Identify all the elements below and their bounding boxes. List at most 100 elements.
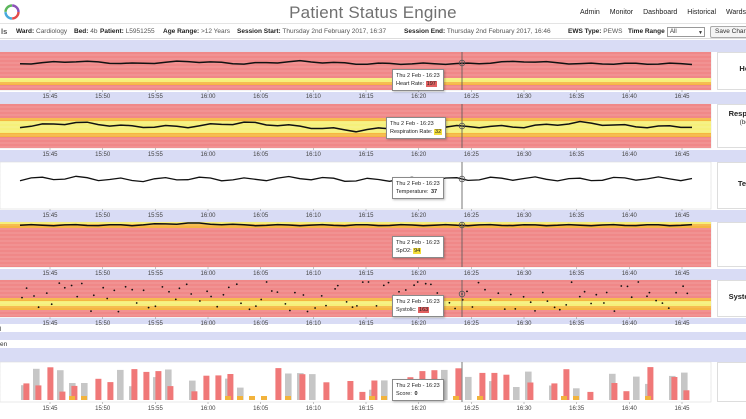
tooltip-reading: SpO2: 94	[396, 247, 440, 255]
score-bar-red	[527, 382, 534, 400]
score-bar-orange	[261, 396, 267, 400]
systolic-point	[675, 291, 677, 294]
time-tick-label: 16:10	[306, 271, 322, 277]
score-bar-gray	[189, 380, 196, 400]
hover-tooltip: Thu 2 Feb - 16:23 SpO2: 94	[392, 236, 444, 258]
score-bar-red	[143, 371, 150, 400]
ews-info: EWS Type: PEWS	[568, 28, 623, 35]
range-band	[0, 78, 711, 82]
time-tick-label: 16:05	[253, 406, 269, 412]
plot-area	[0, 161, 712, 210]
hover-tooltip: Thu 2 Feb - 16:23 Systolic: 163	[392, 295, 444, 317]
save-chart-button[interactable]: Save Char	[710, 26, 746, 38]
score-bar-gray	[465, 376, 472, 400]
systolic-point	[436, 292, 439, 294]
cursor-marker	[458, 59, 466, 67]
score-bar-red	[491, 372, 498, 400]
time-tick-label: 16:35	[569, 406, 585, 412]
systolic-point	[265, 281, 268, 283]
time-tick-label: 16:25	[464, 152, 480, 158]
systolic-point	[682, 285, 684, 288]
score-bar-gray	[309, 374, 316, 400]
score-bar-gray	[237, 387, 244, 400]
range-band	[0, 224, 711, 228]
score-bar-red	[71, 385, 78, 400]
nav-monitor[interactable]: Monitor	[609, 9, 634, 16]
systolic-point	[448, 301, 451, 304]
tooltip-reading: Heart Rate: 197	[396, 80, 440, 88]
hover-tooltip: Thu 2 Feb - 16:23 Score: 0	[392, 379, 444, 401]
score-bar-red	[155, 371, 162, 400]
vital-side-card	[717, 222, 746, 267]
vital-side-card	[717, 362, 746, 402]
tooltip-reading: Temperature: 37	[396, 188, 440, 196]
tooltip-time: Thu 2 Feb - 16:23	[396, 299, 440, 305]
systolic-point	[613, 310, 616, 312]
systolic-point	[255, 305, 257, 307]
tooltip-label: SpO2:	[396, 248, 414, 254]
systolic-point	[667, 307, 670, 309]
time-tick-label: 16:40	[622, 321, 638, 327]
score-bar-orange	[69, 396, 75, 400]
tooltip-value: 37	[430, 189, 438, 195]
tooltip-time: Thu 2 Feb - 16:23	[396, 240, 440, 246]
systolic-point	[37, 306, 40, 309]
time-tick-label: 16:00	[200, 321, 216, 327]
score-bar-red	[167, 386, 174, 400]
systolic-point	[210, 295, 213, 298]
systolic-point	[248, 308, 251, 311]
range-band	[0, 298, 711, 301]
systolic-point	[131, 288, 134, 291]
systolic-point	[583, 290, 586, 293]
systolic-point	[147, 306, 150, 309]
range-band	[0, 133, 711, 137]
range-band	[0, 52, 711, 78]
nav-dashboard[interactable]: Dashboard	[643, 9, 678, 16]
time-tick-label: 16:05	[253, 321, 269, 327]
score-bar-red	[191, 391, 198, 400]
time-tick-label: 16:35	[569, 271, 585, 277]
systolic-point	[25, 287, 28, 289]
systolic-point	[558, 308, 561, 311]
tooltip-value: 32	[434, 129, 443, 135]
time-tick-label: 15:45	[42, 213, 58, 219]
vital-line-2	[19, 175, 693, 183]
systolic-point	[484, 288, 486, 291]
systolic-point	[686, 292, 689, 295]
systolic-point	[534, 310, 536, 312]
session-info-bar: ls Ward: Cardiology Bed: 4b Patient: L59…	[0, 25, 746, 39]
systolic-point	[174, 298, 177, 301]
score-bar-red	[59, 391, 66, 400]
score-bar-red	[611, 383, 618, 400]
systolic-point	[466, 290, 468, 293]
score-bar-red	[299, 374, 306, 400]
time-tick-label: 16:30	[516, 406, 532, 412]
systolic-point	[216, 305, 219, 308]
tooltip-label: Heart Rate:	[396, 81, 426, 87]
systolic-point	[471, 306, 474, 308]
time-tick-label: 15:45	[42, 152, 58, 158]
time-tick-label: 15:55	[148, 94, 164, 100]
time-tick-label: 16:30	[516, 213, 532, 219]
time-tick-label: 16:25	[464, 94, 480, 100]
systolic-point	[387, 281, 390, 284]
systolic-point	[113, 289, 116, 292]
tooltip-time: Thu 2 Feb - 16:23	[390, 121, 434, 127]
time-tick-label: 15:50	[95, 152, 111, 158]
nav-admin[interactable]: Admin	[579, 9, 600, 16]
time-tick-label: 16:15	[358, 321, 374, 327]
logo-icon	[4, 4, 20, 20]
time-tick-label: 15:45	[42, 94, 58, 100]
time-tick-label: 16:05	[253, 271, 269, 277]
nav-historical[interactable]: Historical	[687, 9, 717, 16]
page-heading-fragment: ls	[1, 27, 8, 36]
time-tick-label: 16:40	[622, 152, 638, 158]
time-tick-label: 16:30	[516, 321, 532, 327]
time-range-select[interactable]: All ▼	[667, 27, 705, 37]
nav-wards[interactable]: Wards	[726, 9, 746, 16]
systolic-point	[334, 288, 336, 290]
time-tick-label: 16:00	[200, 271, 216, 277]
time-tick-label: 16:05	[253, 213, 269, 219]
systolic-point	[190, 293, 193, 295]
score-bar-orange	[81, 396, 87, 400]
